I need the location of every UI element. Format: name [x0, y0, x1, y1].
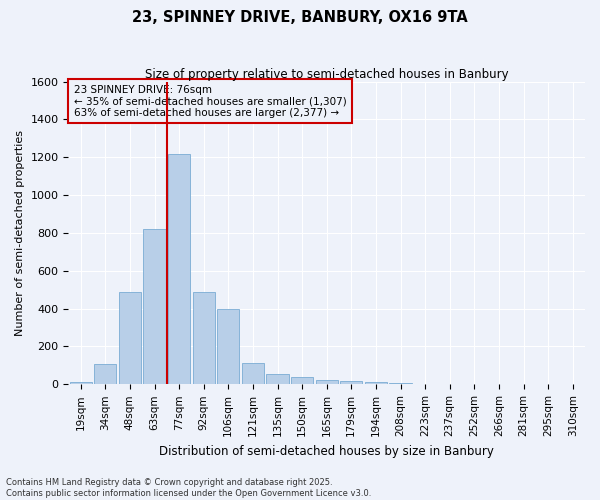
Bar — [94, 364, 116, 384]
Title: Size of property relative to semi-detached houses in Banbury: Size of property relative to semi-detach… — [145, 68, 509, 80]
Bar — [143, 229, 166, 384]
Bar — [242, 362, 264, 384]
Bar — [168, 154, 190, 384]
Bar — [119, 292, 141, 384]
Bar — [193, 292, 215, 384]
Bar — [316, 380, 338, 384]
Text: 23 SPINNEY DRIVE: 76sqm
← 35% of semi-detached houses are smaller (1,307)
63% of: 23 SPINNEY DRIVE: 76sqm ← 35% of semi-de… — [74, 84, 346, 118]
Bar — [70, 382, 92, 384]
Text: 23, SPINNEY DRIVE, BANBURY, OX16 9TA: 23, SPINNEY DRIVE, BANBURY, OX16 9TA — [132, 10, 468, 25]
Bar — [217, 308, 239, 384]
Bar — [266, 374, 289, 384]
X-axis label: Distribution of semi-detached houses by size in Banbury: Distribution of semi-detached houses by … — [159, 444, 494, 458]
Y-axis label: Number of semi-detached properties: Number of semi-detached properties — [15, 130, 25, 336]
Bar — [291, 377, 313, 384]
Text: Contains HM Land Registry data © Crown copyright and database right 2025.
Contai: Contains HM Land Registry data © Crown c… — [6, 478, 371, 498]
Bar — [340, 380, 362, 384]
Bar — [365, 382, 387, 384]
